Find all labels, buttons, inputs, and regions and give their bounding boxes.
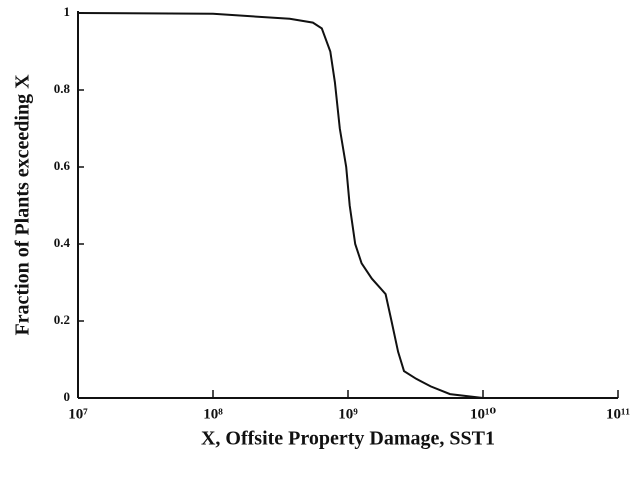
y-tick-label: 0.6 bbox=[54, 158, 71, 173]
y-tick-label: 0.4 bbox=[54, 235, 71, 250]
x-tick-label: 10¹⁰ bbox=[470, 406, 496, 422]
y-axis-label: Fraction of Plants exceeding X bbox=[12, 74, 34, 336]
y-tick-label: 0.8 bbox=[54, 81, 71, 96]
x-tick-label: 10¹¹ bbox=[606, 406, 630, 422]
data-line bbox=[77, 12, 484, 399]
x-axis-label: X, Offsite Property Damage, SST1 bbox=[201, 428, 495, 450]
y-tick-label: 0.2 bbox=[54, 312, 70, 327]
y-tick-label: 0 bbox=[64, 389, 71, 404]
y-tick-label: 1 bbox=[64, 4, 71, 19]
x-tick-label: 10⁷ bbox=[68, 406, 88, 422]
x-tick-label: 10⁸ bbox=[203, 406, 223, 422]
x-tick-label: 10⁹ bbox=[338, 406, 358, 422]
